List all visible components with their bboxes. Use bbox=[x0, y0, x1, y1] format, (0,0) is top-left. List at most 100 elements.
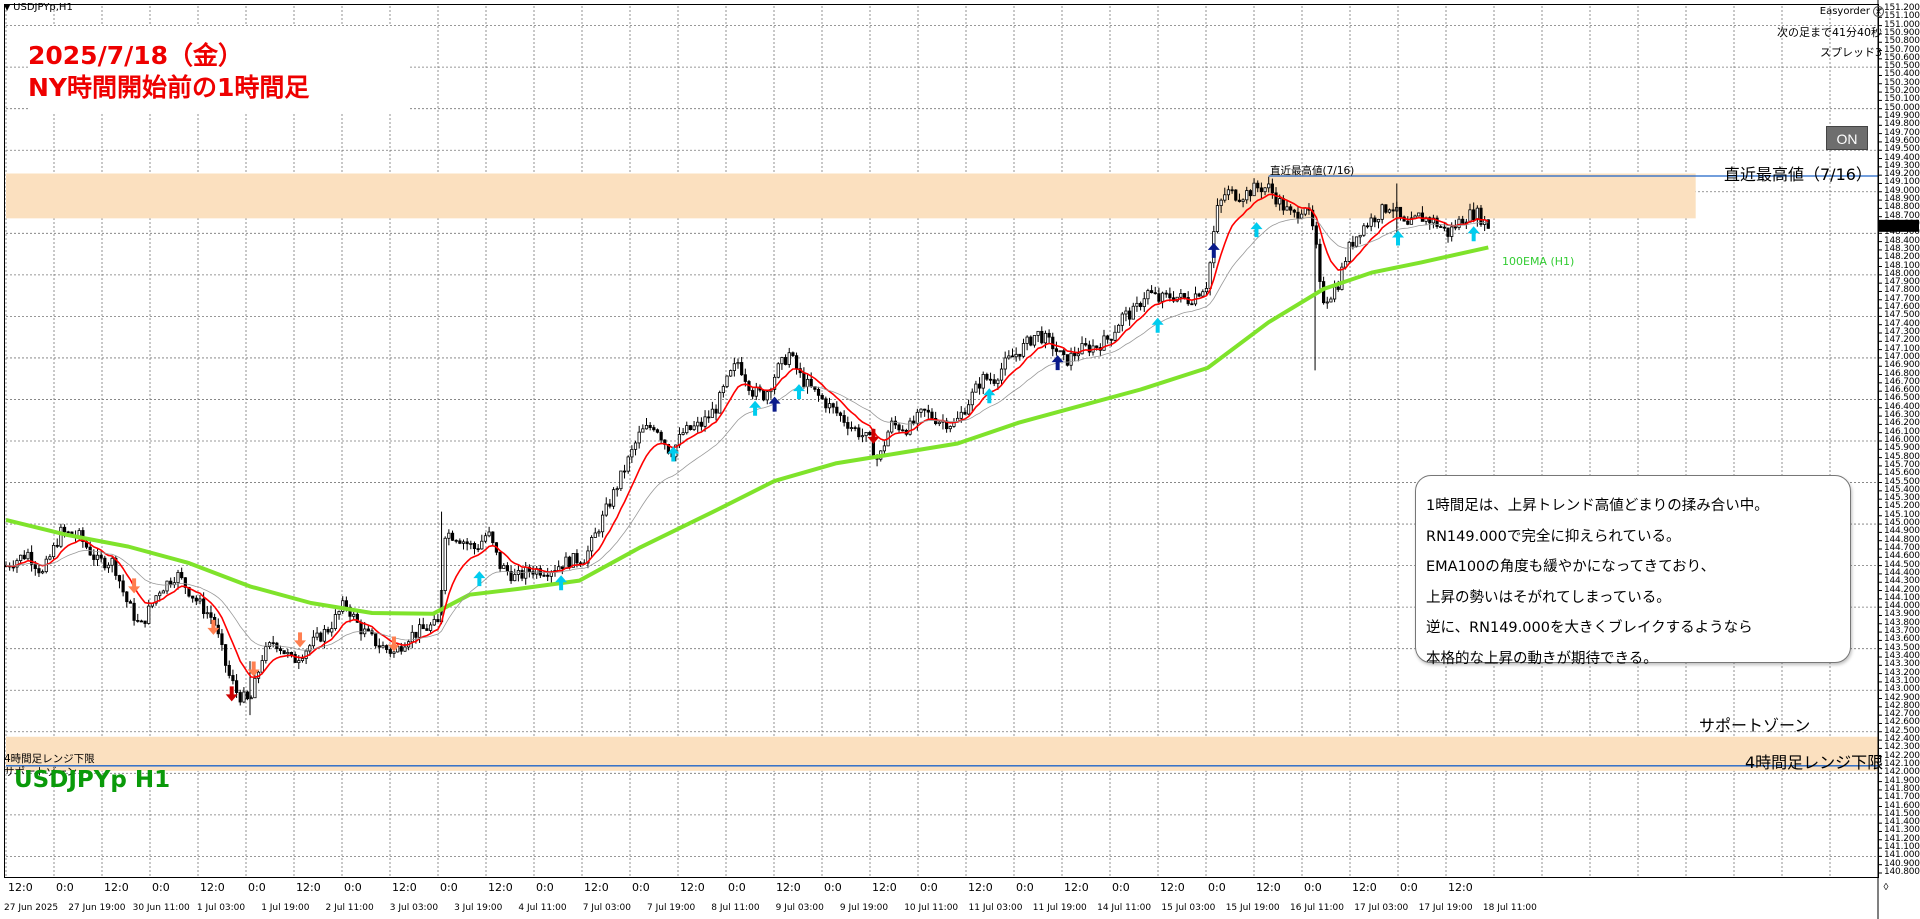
candle-body bbox=[1475, 207, 1479, 221]
candle-body bbox=[253, 677, 257, 699]
candle-body bbox=[626, 456, 630, 472]
price-label: 144.300 bbox=[1884, 576, 1920, 587]
candle-body bbox=[1274, 192, 1278, 205]
candle-body bbox=[1358, 234, 1362, 238]
time-label: 12:0 bbox=[968, 881, 993, 894]
on-button[interactable]: ON bbox=[1826, 126, 1868, 150]
price-label: 151.100 bbox=[1884, 11, 1920, 22]
candle-body bbox=[1248, 190, 1252, 197]
candle-body bbox=[791, 352, 795, 357]
candle-body bbox=[480, 540, 484, 550]
candle-body bbox=[234, 680, 239, 693]
time-label: 0:0 bbox=[536, 881, 554, 894]
candle-body bbox=[1486, 219, 1490, 229]
time-label: 12:0 bbox=[776, 881, 801, 894]
signal-arrows bbox=[128, 222, 1480, 702]
price-label: 147.400 bbox=[1884, 318, 1920, 329]
price-label: 145.100 bbox=[1884, 509, 1920, 520]
date-label: 15 Jul 03:00 bbox=[1161, 903, 1216, 913]
easyorder-panel[interactable]: Easyorder × bbox=[1820, 6, 1884, 17]
chart-shift-icon[interactable]: ◊ bbox=[1883, 882, 1889, 893]
candle-body bbox=[622, 470, 627, 473]
candle-body bbox=[681, 432, 685, 435]
candle-body bbox=[736, 362, 740, 365]
candle-body bbox=[55, 544, 59, 547]
candle-body bbox=[1387, 209, 1392, 213]
candle-body bbox=[1226, 189, 1231, 196]
candle-body bbox=[125, 591, 129, 603]
candle-body bbox=[344, 600, 348, 608]
close-icon[interactable]: × bbox=[1873, 6, 1884, 17]
candle-body bbox=[399, 646, 403, 652]
candle-body bbox=[571, 553, 575, 568]
price-label: 151.000 bbox=[1884, 19, 1920, 30]
price-label: 150.200 bbox=[1884, 86, 1920, 97]
price-label: 145.500 bbox=[1884, 476, 1920, 487]
candle-body bbox=[392, 651, 396, 654]
candle-body bbox=[1230, 189, 1234, 192]
candle-body bbox=[692, 425, 696, 430]
time-label: 12:0 bbox=[1352, 881, 1377, 894]
date-label: 9 Jul 19:00 bbox=[839, 903, 889, 913]
price-label: 141.600 bbox=[1884, 800, 1920, 811]
price-label: 147.800 bbox=[1884, 285, 1920, 296]
candle-body bbox=[597, 531, 601, 534]
candle-body bbox=[209, 612, 213, 618]
price-label: 143.200 bbox=[1884, 667, 1920, 678]
price-label: 145.600 bbox=[1884, 468, 1920, 479]
price-label: 144.800 bbox=[1884, 534, 1920, 545]
candle-body bbox=[842, 415, 846, 423]
candle-body bbox=[513, 574, 517, 582]
date-label: 1 Jul 19:00 bbox=[261, 903, 310, 913]
price-label: 149.900 bbox=[1884, 111, 1920, 121]
candle-body bbox=[593, 532, 597, 538]
sell-arrow-icon bbox=[247, 661, 260, 677]
candle-body bbox=[403, 646, 407, 652]
candle-body bbox=[1417, 212, 1421, 217]
candle-body bbox=[22, 554, 26, 560]
price-label: 148.300 bbox=[1884, 243, 1920, 254]
candle-body bbox=[1354, 236, 1359, 247]
price-label: 142.100 bbox=[1884, 759, 1920, 769]
candle-body bbox=[740, 362, 744, 376]
candle-body bbox=[154, 595, 158, 604]
candle-body bbox=[1300, 213, 1304, 219]
date-label: 2 Jul 11:00 bbox=[325, 903, 374, 913]
time-label: 12:0 bbox=[296, 881, 321, 894]
candle-body bbox=[1073, 352, 1077, 357]
candle-body bbox=[1208, 262, 1212, 289]
candle-body bbox=[897, 424, 901, 431]
candle-body bbox=[1446, 227, 1450, 237]
candle-body bbox=[436, 619, 440, 623]
candle-body bbox=[1135, 302, 1139, 307]
candle-body bbox=[857, 427, 861, 438]
price-label: 145.200 bbox=[1884, 501, 1920, 512]
support-zone-label-small: サポートゾーン bbox=[4, 766, 77, 778]
symbol-watermark: USDJPYp H1 bbox=[14, 767, 171, 793]
symbol-tab[interactable]: ▼ USDJPYp,H1 bbox=[4, 2, 73, 13]
time-label: 12:0 bbox=[1256, 881, 1281, 894]
candle-body bbox=[1113, 331, 1117, 341]
buy-arrow-icon bbox=[1392, 230, 1405, 246]
price-label: 144.400 bbox=[1884, 567, 1920, 578]
sell-arrow-icon bbox=[128, 578, 141, 594]
candle-body bbox=[95, 554, 100, 560]
price-label: 150.300 bbox=[1884, 77, 1920, 88]
candle-body bbox=[714, 408, 718, 414]
candle-body bbox=[260, 660, 264, 673]
price-label: 143.500 bbox=[1884, 642, 1920, 653]
date-label: 10 Jul 11:00 bbox=[904, 903, 959, 913]
price-label: 145.900 bbox=[1884, 443, 1920, 454]
price-label: 145.300 bbox=[1884, 493, 1920, 504]
candle-body bbox=[794, 355, 799, 369]
time-label: 0:0 bbox=[152, 881, 170, 894]
buy-arrow-icon bbox=[793, 384, 805, 400]
buy-arrow-icon bbox=[1250, 222, 1263, 238]
time-label: 12:0 bbox=[1064, 881, 1089, 894]
candle-body bbox=[1120, 313, 1124, 326]
candle-body bbox=[659, 431, 663, 441]
candle-body bbox=[988, 378, 993, 381]
time-label: 0:0 bbox=[632, 881, 650, 894]
